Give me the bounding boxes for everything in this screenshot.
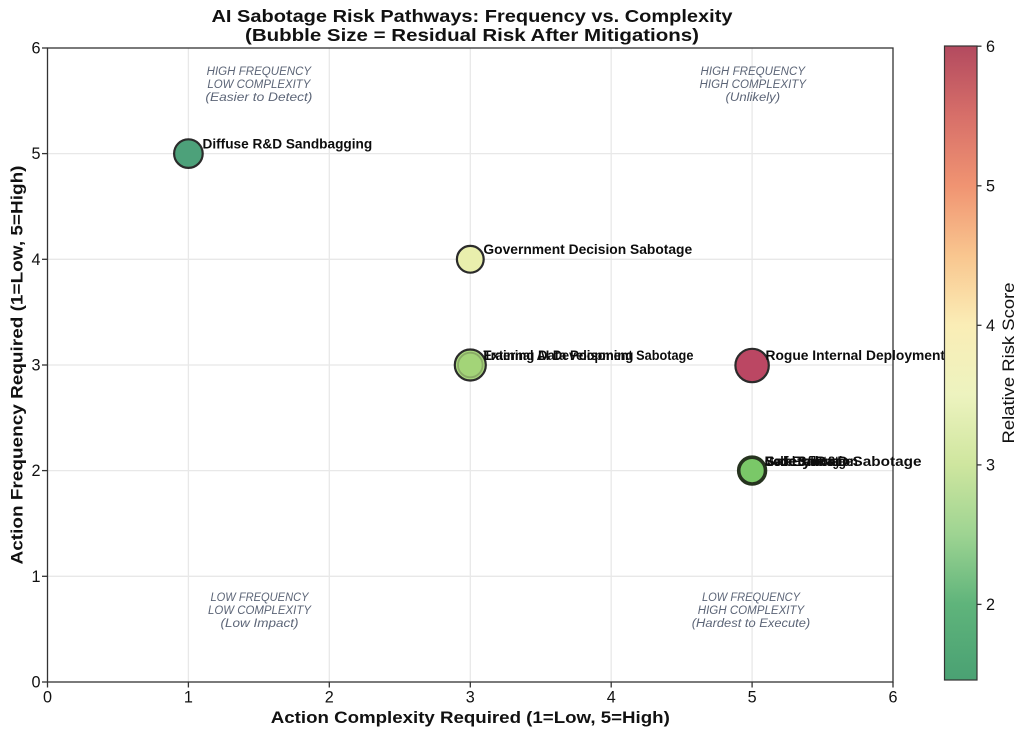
- svg-text:(Low Impact): (Low Impact): [221, 618, 299, 630]
- svg-text:HIGH FREQUENCY: HIGH FREQUENCY: [207, 66, 313, 78]
- svg-text:1: 1: [184, 689, 193, 707]
- svg-text:4: 4: [31, 251, 40, 269]
- svg-text:Training Data Poisoning: Training Data Poisoning: [483, 348, 633, 364]
- svg-text:6: 6: [888, 689, 897, 707]
- svg-text:LOW FREQUENCY: LOW FREQUENCY: [211, 592, 310, 604]
- svg-text:External AI Development Sabota: External AI Development Sabotage: [483, 348, 693, 364]
- svg-text:HIGH COMPLEXITY: HIGH COMPLEXITY: [700, 79, 808, 91]
- svg-text:3: 3: [986, 457, 995, 475]
- svg-text:2: 2: [325, 689, 334, 707]
- svg-text:Diffuse R&D Sandbagging: Diffuse R&D Sandbagging: [203, 136, 373, 152]
- svg-text:Government Decision Sabotage: Government Decision Sabotage: [483, 242, 692, 258]
- svg-text:Model Sabotage: Model Sabotage: [765, 454, 845, 470]
- svg-text:Self-Exfiltration: Self-Exfiltration: [765, 454, 858, 470]
- svg-text:HIGH FREQUENCY: HIGH FREQUENCY: [701, 66, 807, 78]
- svg-text:3: 3: [31, 357, 40, 375]
- svg-text:LOW FREQUENCY: LOW FREQUENCY: [702, 592, 801, 604]
- svg-text:(Hardest to Execute): (Hardest to Execute): [692, 618, 811, 630]
- svg-text:AI Sabotage Risk Pathways: Fre: AI Sabotage Risk Pathways: Frequency vs.…: [212, 6, 733, 26]
- svg-text:Action Complexity Required (1=: Action Complexity Required (1=Low, 5=Hig…: [271, 709, 670, 727]
- svg-text:2: 2: [986, 596, 995, 614]
- svg-text:1: 1: [31, 568, 40, 586]
- svg-text:LOW COMPLEXITY: LOW COMPLEXITY: [207, 79, 311, 91]
- svg-text:Safety R&D Sabotage: Safety R&D Sabotage: [765, 454, 922, 470]
- svg-text:Action Frequency Required (1=L: Action Frequency Required (1=Low, 5=High…: [9, 166, 27, 565]
- svg-text:6: 6: [986, 38, 995, 56]
- svg-text:2: 2: [31, 462, 40, 480]
- svg-text:5: 5: [31, 145, 40, 163]
- svg-text:Relative Risk Score: Relative Risk Score: [1000, 283, 1018, 444]
- svg-text:(Easier to Detect): (Easier to Detect): [205, 92, 312, 104]
- svg-text:(Unlikely): (Unlikely): [726, 92, 781, 104]
- svg-text:HIGH COMPLEXITY: HIGH COMPLEXITY: [698, 605, 806, 617]
- svg-text:(Bubble Size = Residual Risk A: (Bubble Size = Residual Risk After Mitig…: [245, 25, 699, 45]
- svg-text:3: 3: [466, 689, 475, 707]
- svg-text:Rogue Internal Deployment: Rogue Internal Deployment: [766, 348, 946, 364]
- svg-text:LOW COMPLEXITY: LOW COMPLEXITY: [208, 605, 312, 617]
- svg-text:5: 5: [748, 689, 757, 707]
- svg-text:0: 0: [31, 674, 40, 692]
- svg-text:6: 6: [31, 40, 40, 58]
- svg-text:Code Sabotage: Code Sabotage: [765, 454, 853, 470]
- svg-text:0: 0: [43, 689, 52, 707]
- svg-text:5: 5: [986, 177, 995, 195]
- svg-text:4: 4: [607, 689, 616, 707]
- svg-text:4: 4: [986, 317, 995, 335]
